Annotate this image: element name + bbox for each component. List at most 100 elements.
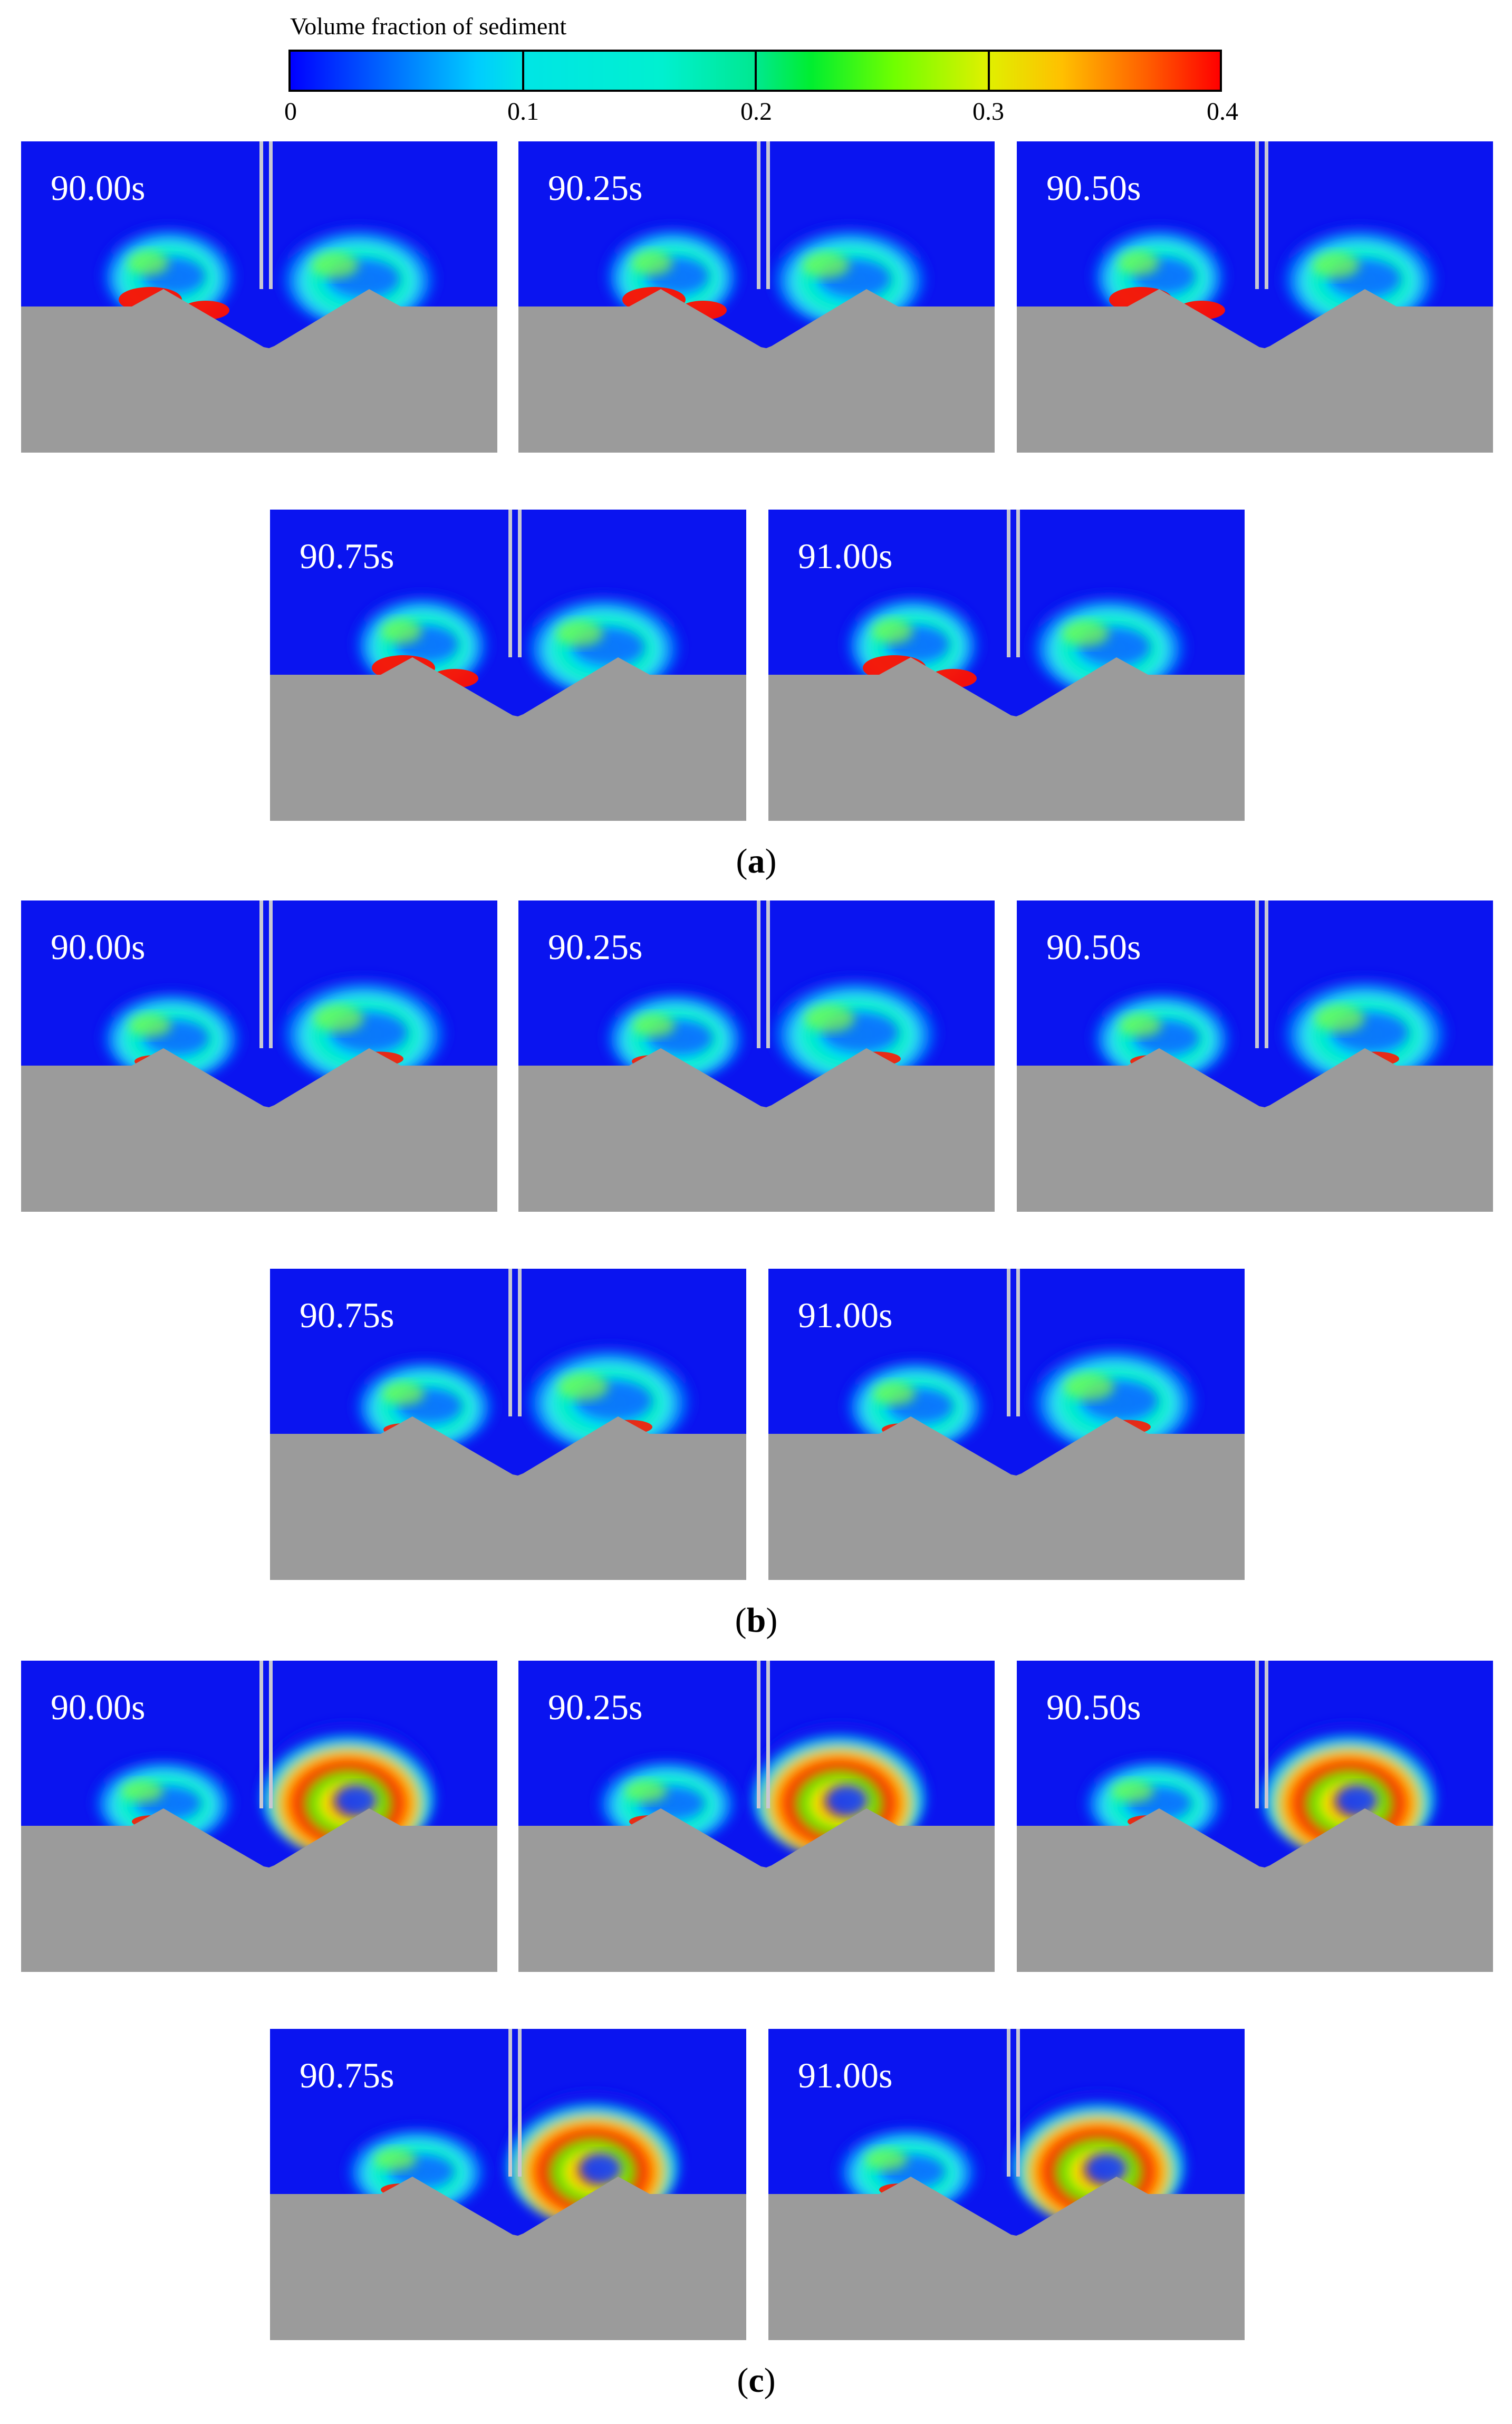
pipe-wall-right xyxy=(1016,2029,1020,2177)
pipe-wall-left xyxy=(508,1269,512,1416)
colorbar-tick: 0 xyxy=(284,98,297,126)
plume-streak xyxy=(1118,251,1159,276)
pipe-wall-left xyxy=(1255,1661,1259,1808)
simulation-field xyxy=(518,900,995,1212)
plume-streak xyxy=(1062,620,1109,647)
panel-time-label: 91.00s xyxy=(798,1295,893,1335)
pipe-wall-left xyxy=(508,2029,512,2177)
simulation-panel: 90.00s xyxy=(21,900,497,1212)
subfigure-letter: a xyxy=(747,842,765,880)
plume-streak xyxy=(1111,1780,1154,1803)
plume-core xyxy=(335,1785,377,1816)
panel-time-label: 90.75s xyxy=(300,1295,394,1335)
colorbar-divider xyxy=(988,52,990,90)
colorbar-tick: 0.4 xyxy=(1207,98,1238,126)
colorbar-divider xyxy=(755,52,757,90)
panel-time-label: 90.00s xyxy=(51,927,146,967)
subfigure-letter: c xyxy=(748,2361,764,2400)
pipe-wall-right xyxy=(1265,141,1268,289)
simulation-field xyxy=(518,1661,995,1972)
plume-streak xyxy=(873,1382,916,1406)
pipe-wall-right xyxy=(518,2029,522,2177)
pipe-wall-right xyxy=(1016,510,1020,657)
pipe-wall-left xyxy=(757,1661,760,1808)
sediment-bed xyxy=(21,1048,497,1212)
plume-streak xyxy=(1119,1013,1162,1038)
simulation-field xyxy=(1017,1661,1493,1972)
plume-streak xyxy=(311,252,359,279)
simulation-panel: 90.75s xyxy=(270,1269,746,1580)
panel-time-label: 90.25s xyxy=(548,168,643,208)
plume-streak xyxy=(872,619,913,644)
simulation-field xyxy=(270,1269,746,1580)
simulation-panel: 90.50s xyxy=(1017,900,1493,1212)
simulation-field xyxy=(270,2029,746,2340)
plume-streak xyxy=(1312,252,1360,279)
subfigure-label: (b) xyxy=(735,1601,778,1640)
plume-core xyxy=(1085,2153,1128,2185)
sediment-bed xyxy=(21,1808,497,1972)
simulation-panel: 90.25s xyxy=(518,900,995,1212)
colorbar-title: Volume fraction of sediment xyxy=(290,13,567,40)
sediment-bed xyxy=(768,657,1245,821)
colorbar-tick: 0.2 xyxy=(740,98,772,126)
simulation-panel: 91.00s xyxy=(768,1269,1245,1580)
simulation-field xyxy=(768,510,1245,821)
colorbar-tick: 0.1 xyxy=(507,98,539,126)
simulation-panel: 90.50s xyxy=(1017,1661,1493,1972)
panel-time-label: 91.00s xyxy=(798,2055,893,2095)
pipe-wall-left xyxy=(508,510,512,657)
panel-time-label: 90.50s xyxy=(1046,168,1141,208)
plume-streak xyxy=(1064,1373,1114,1401)
plume-streak xyxy=(865,2148,908,2171)
simulation-field xyxy=(21,141,497,453)
panel-time-label: 91.00s xyxy=(798,536,893,576)
sediment-bed xyxy=(1017,1808,1493,1972)
pipe-wall-left xyxy=(1255,900,1259,1048)
panel-time-label: 90.75s xyxy=(300,2055,394,2095)
plume-core xyxy=(826,1785,868,1816)
pipe-wall-right xyxy=(766,900,770,1048)
pipe-wall-right xyxy=(766,141,770,289)
sediment-bed xyxy=(768,1416,1245,1580)
pipe-wall-left xyxy=(259,141,263,289)
sediment-bed xyxy=(768,2177,1245,2340)
sediment-bed xyxy=(518,1808,995,1972)
sediment-bed xyxy=(518,289,995,453)
panel-time-label: 90.00s xyxy=(51,1687,146,1727)
pipe-wall-right xyxy=(269,1661,273,1808)
panel-time-label: 90.75s xyxy=(300,536,394,576)
plume-streak xyxy=(804,1004,855,1033)
simulation-panel: 90.75s xyxy=(270,510,746,821)
simulation-field xyxy=(768,2029,1245,2340)
simulation-panel: 90.00s xyxy=(21,1661,497,1972)
simulation-panel: 91.00s xyxy=(768,510,1245,821)
pipe-wall-right xyxy=(1265,1661,1268,1808)
simulation-panel: 90.00s xyxy=(21,141,497,453)
pipe-wall-left xyxy=(1007,1269,1010,1416)
plume-streak xyxy=(556,620,603,647)
simulation-panel: 90.50s xyxy=(1017,141,1493,453)
pipe-wall-left xyxy=(757,141,760,289)
pipe-wall-right xyxy=(518,510,522,657)
plume-streak xyxy=(374,2148,417,2171)
panel-time-label: 90.00s xyxy=(51,168,146,208)
simulation-panel: 90.25s xyxy=(518,1661,995,1972)
colorbar-divider xyxy=(522,52,524,90)
subfigure-letter: b xyxy=(746,1601,766,1640)
plume-streak xyxy=(129,1013,171,1038)
subfigure-label: (a) xyxy=(736,842,777,880)
sediment-bed xyxy=(270,657,746,821)
simulation-field xyxy=(768,1269,1245,1580)
sediment-bed xyxy=(270,1416,746,1580)
panel-time-label: 90.25s xyxy=(548,927,643,967)
panel-time-label: 90.25s xyxy=(548,1687,643,1727)
pipe-wall-right xyxy=(1016,1269,1020,1416)
plume-streak xyxy=(1314,1004,1365,1033)
plume-streak xyxy=(624,1780,667,1803)
pipe-wall-right xyxy=(269,900,273,1048)
sediment-bed xyxy=(21,289,497,453)
pipe-wall-left xyxy=(1007,2029,1010,2177)
pipe-wall-right xyxy=(269,141,273,289)
simulation-field xyxy=(1017,141,1493,453)
